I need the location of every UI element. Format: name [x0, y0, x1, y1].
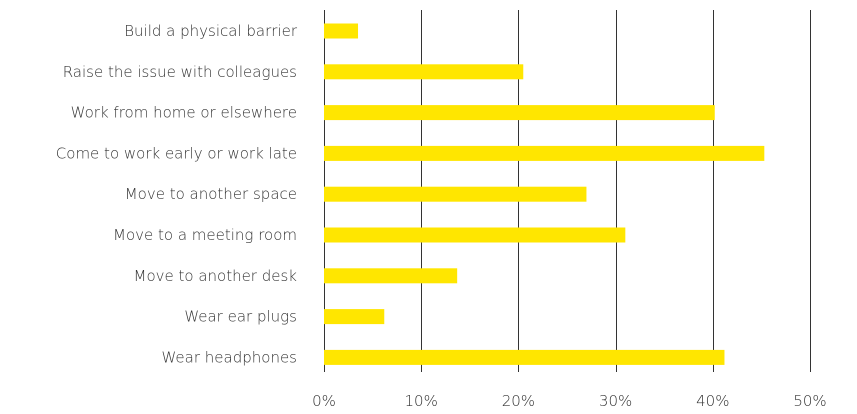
bars: [324, 23, 765, 365]
category-label: Wear headphones: [161, 348, 297, 366]
x-tick-label: 40%: [696, 392, 729, 410]
bar: [324, 309, 385, 325]
bar: [324, 349, 725, 365]
bar: [324, 227, 626, 243]
category-label: Move to another space: [125, 185, 297, 203]
category-label: Move to a meeting room: [113, 226, 297, 244]
bar: [324, 23, 359, 39]
category-label: Move to another desk: [134, 267, 298, 285]
x-tick-label: 10%: [405, 392, 438, 410]
x-tick-label: 0%: [312, 392, 336, 410]
x-tick-label: 20%: [502, 392, 535, 410]
category-label: Raise the issue with colleagues: [63, 63, 297, 81]
category-labels: Build a physical barrier Raise the issue …: [56, 22, 298, 366]
bar: [324, 268, 458, 284]
bar: [324, 145, 765, 161]
category-label: Come to work early or work late: [56, 144, 297, 162]
category-label: Work from home or elsewhere: [71, 104, 297, 122]
category-label: Wear ear plugs: [184, 308, 297, 326]
bar: [324, 105, 715, 121]
bar: [324, 64, 524, 80]
x-tick-label: 30%: [599, 392, 632, 410]
bar: [324, 186, 587, 202]
category-label: Build a physical barrier: [124, 22, 298, 40]
x-axis-tick-labels: 0% 10% 20% 30% 40% 50%: [312, 392, 827, 410]
x-tick-label: 50%: [793, 392, 826, 410]
